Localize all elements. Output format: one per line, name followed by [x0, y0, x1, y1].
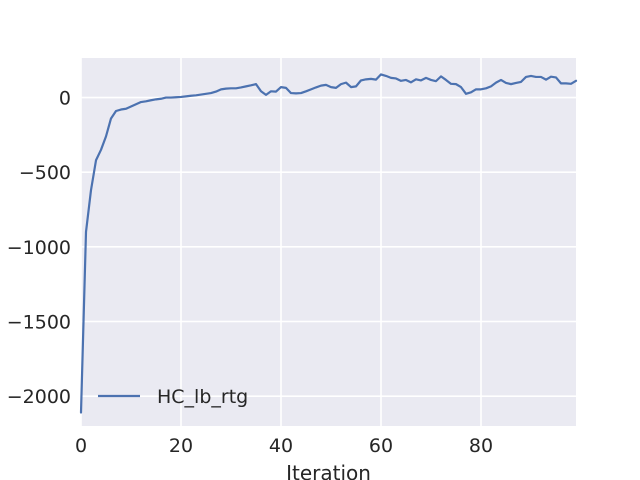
legend: HC_lb_rtg: [98, 386, 248, 408]
y-axis-ticks: 0 −500 −1000 −1500 −2000: [7, 88, 71, 409]
plot-area: [81, 58, 576, 426]
x-axis-label: Iteration: [286, 461, 371, 480]
y-tick-label: 0: [59, 88, 71, 110]
x-tick-label: 40: [269, 435, 293, 457]
y-tick-label: −1000: [7, 237, 71, 259]
y-tick-label: −500: [19, 162, 71, 184]
x-axis-ticks: 0 20 40 60 80: [75, 435, 493, 457]
y-tick-label: −2000: [7, 386, 71, 408]
y-tick-label: −1500: [7, 311, 71, 333]
legend-label: HC_lb_rtg: [157, 386, 248, 408]
series-lines: [79, 73, 578, 414]
series-line: [79, 73, 578, 414]
x-tick-label: 60: [369, 435, 393, 457]
x-tick-label: 20: [169, 435, 193, 457]
x-tick-label: 80: [469, 435, 493, 457]
x-tick-label: 0: [75, 435, 87, 457]
